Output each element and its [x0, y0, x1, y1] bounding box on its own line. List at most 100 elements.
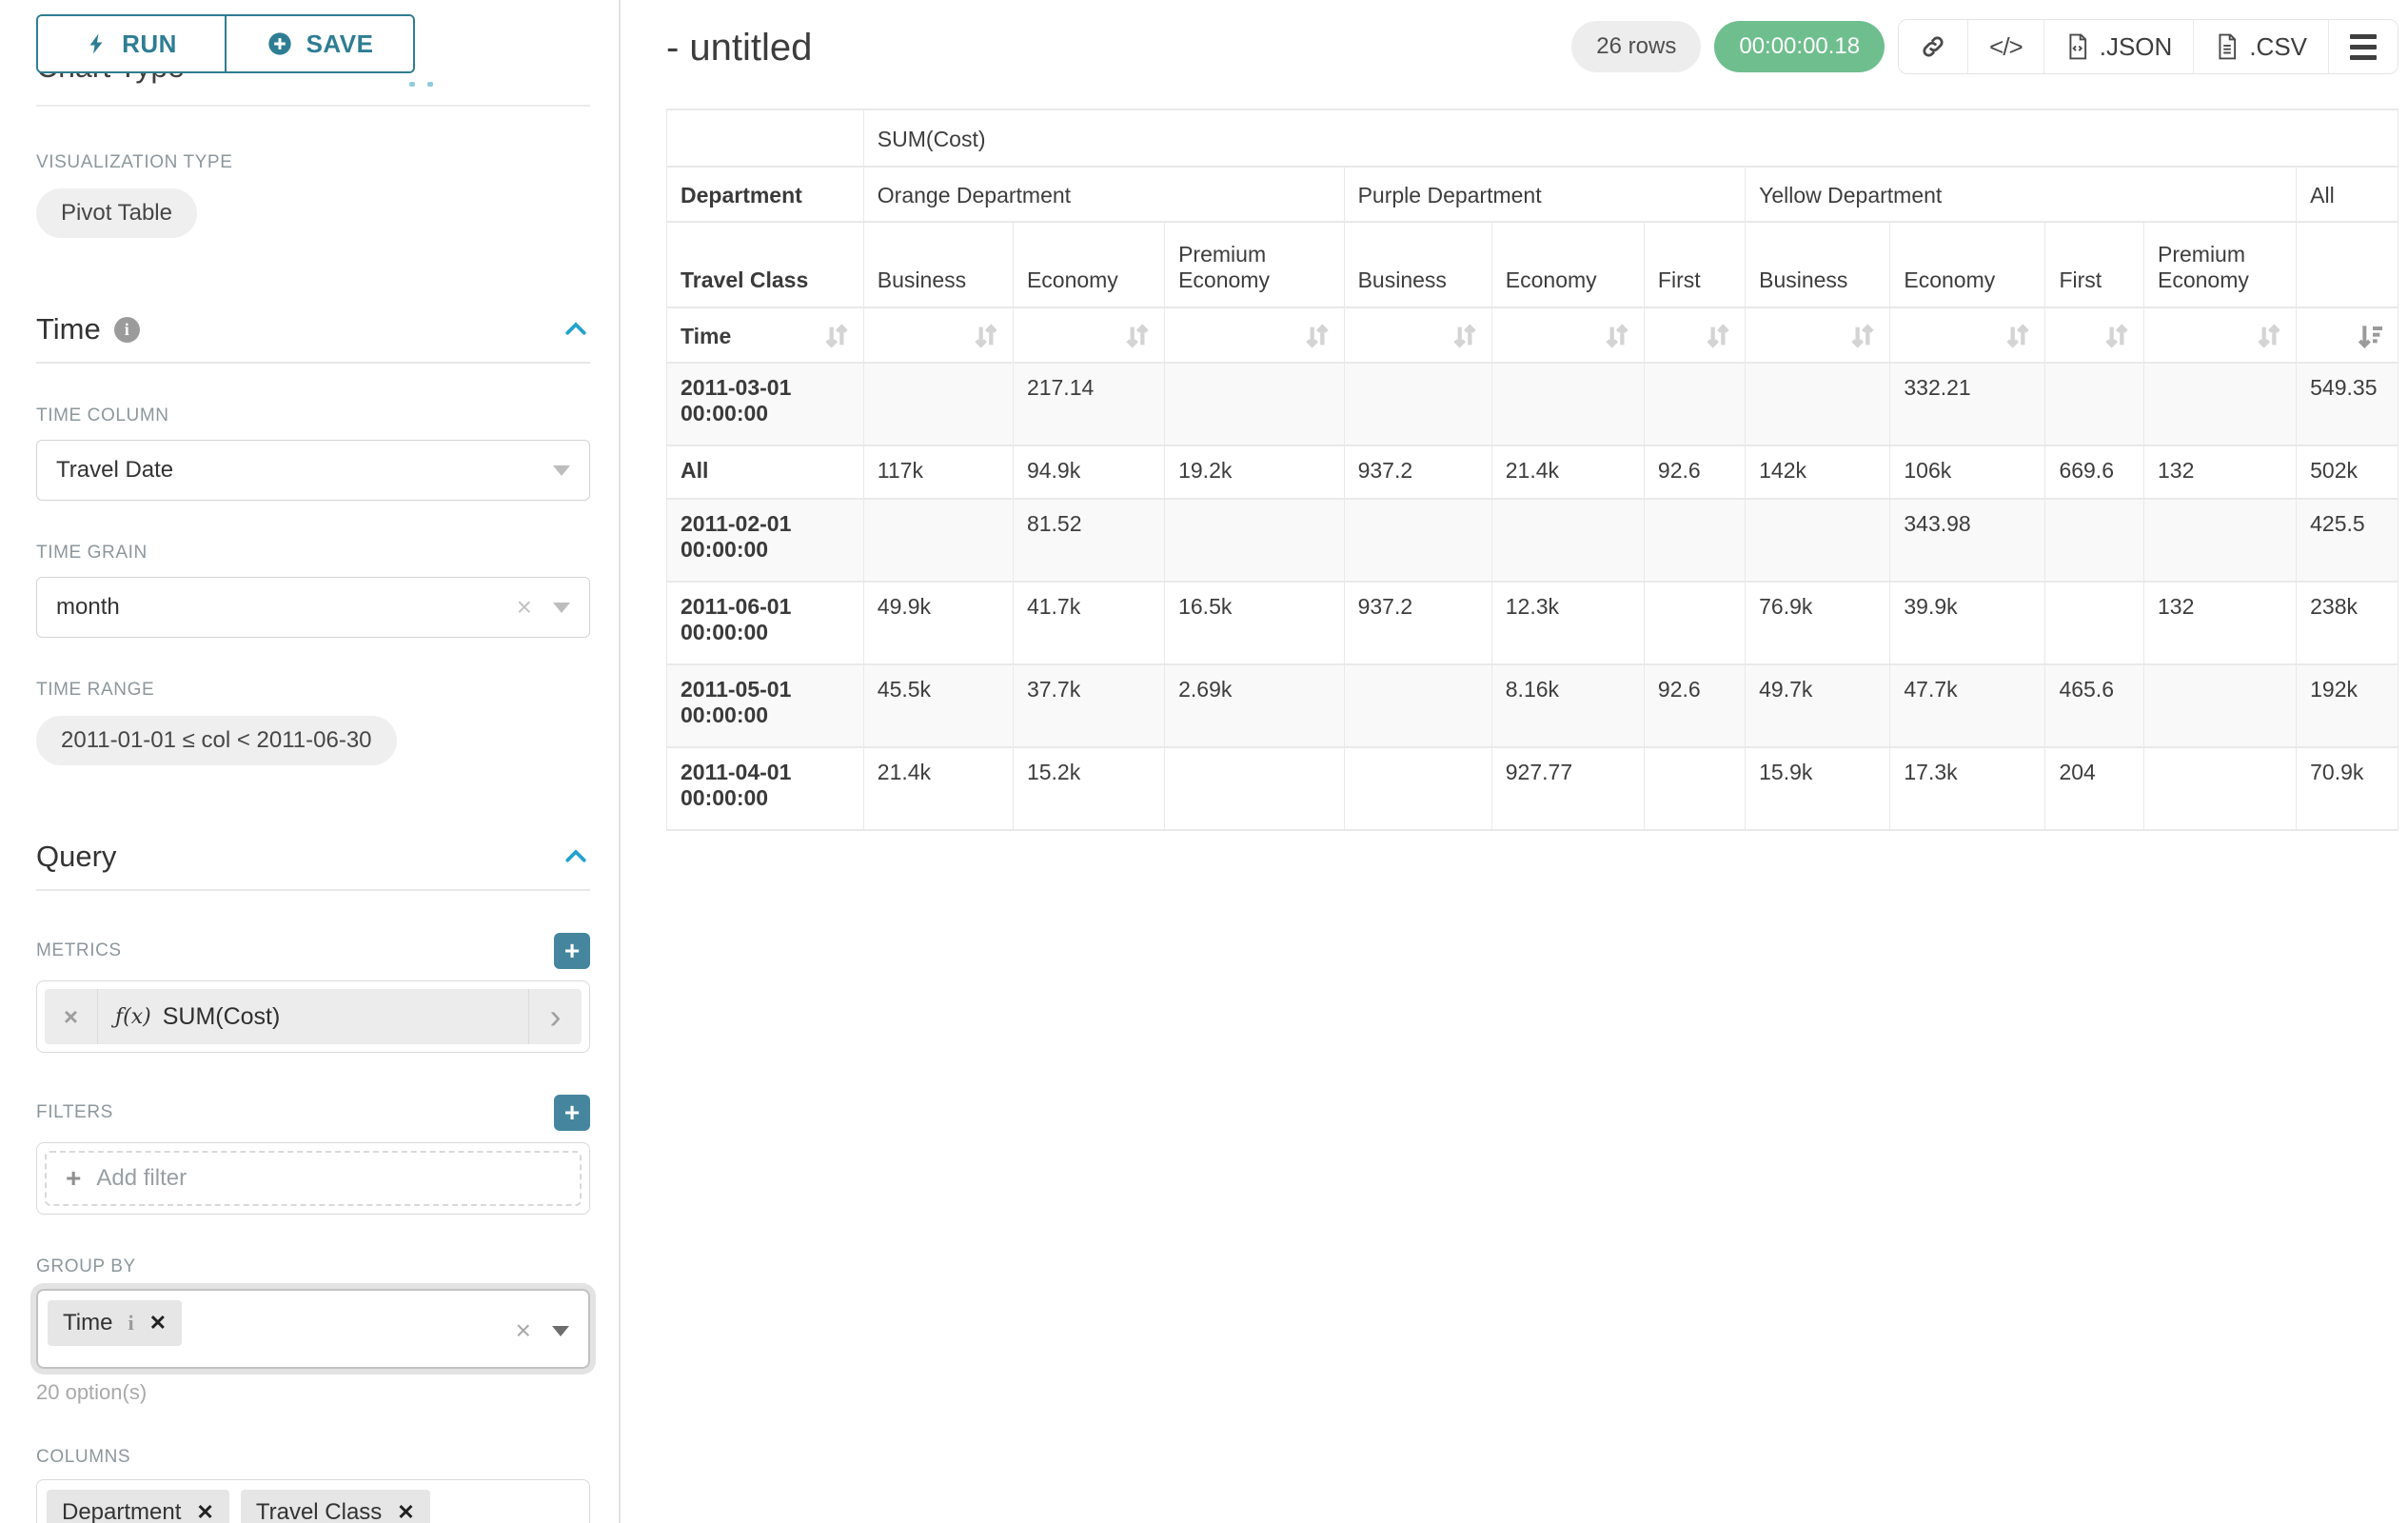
columns-chip[interactable]: Travel Class ✕ [241, 1490, 430, 1523]
column-group-header: All [2297, 167, 2398, 222]
sort-toggle-icon[interactable] [1122, 321, 1153, 351]
pivot-value-cell [2045, 582, 2144, 664]
columns-select[interactable]: Department✕Travel Class✕ × [36, 1479, 590, 1523]
time-column-value: Travel Date [56, 457, 553, 484]
view-query-button[interactable]: </> [1967, 20, 2043, 73]
sort-toggle-icon[interactable] [1847, 321, 1878, 351]
sort-toggle-icon[interactable] [2003, 321, 2033, 351]
pivot-value-cell: 17.3k [1890, 747, 2045, 830]
sort-toggle-icon[interactable] [1602, 321, 1632, 351]
run-button-label: RUN [122, 30, 177, 59]
divider [36, 889, 590, 891]
column-leaf-header: Economy [1890, 222, 2045, 307]
sort-toggle-icon[interactable] [821, 321, 852, 351]
group-by-label: GROUP BY [36, 1256, 590, 1277]
column-leaf-header: Business [1344, 222, 1491, 307]
sort-cell [863, 307, 1013, 363]
sort-toggle-icon[interactable] [2102, 321, 2132, 351]
column-leaf-header: Business [863, 222, 1013, 307]
pivot-value-cell [2144, 499, 2297, 582]
pivot-value-cell: 49.9k [863, 582, 1013, 664]
pivot-value-cell [863, 363, 1013, 445]
row-dim-department: Department [667, 167, 864, 222]
add-filter-dropzone[interactable]: + Add filter [45, 1151, 582, 1206]
columns-chip-label: Travel Class [256, 1499, 382, 1523]
metric-name: SUM(Cost) [163, 1003, 528, 1031]
sort-toggle-icon[interactable] [971, 321, 1001, 351]
add-filter-button[interactable]: + [554, 1095, 590, 1131]
chevron-up-icon[interactable] [562, 842, 590, 871]
pivot-table: SUM(Cost) DepartmentOrange DepartmentPur… [666, 109, 2398, 831]
column-leaf-header: First [1644, 222, 1745, 307]
remove-chip-icon[interactable]: ✕ [196, 1500, 213, 1523]
visualization-type-label: VISUALIZATION TYPE [36, 152, 590, 173]
pivot-value-cell [1344, 499, 1491, 582]
sort-cell [2144, 307, 2297, 363]
remove-chip-icon[interactable]: ✕ [397, 1500, 414, 1523]
save-button[interactable]: SAVE [225, 16, 413, 71]
group-by-select[interactable]: Timei✕ × [36, 1289, 590, 1369]
sort-cell [2045, 307, 2144, 363]
group-by-chip[interactable]: Timei✕ [48, 1300, 182, 1346]
clear-icon[interactable]: × [517, 592, 532, 623]
columns-chip[interactable]: Department✕ [47, 1490, 229, 1523]
caret-down-icon[interactable] [552, 1326, 569, 1336]
pivot-value-cell [2144, 747, 2297, 830]
pivot-value-cell: 49.7k [1746, 664, 1890, 747]
share-link-button[interactable] [1899, 20, 1967, 73]
pivot-value-cell [1644, 363, 1745, 445]
export-json-button[interactable]: .JSON [2043, 20, 2194, 73]
pivot-value-cell: 41.7k [1013, 582, 1164, 664]
time-range-pill[interactable]: 2011-01-01 ≤ col < 2011-06-30 [36, 716, 397, 765]
run-button[interactable]: RUN [38, 16, 225, 71]
row-dim-time: Time [667, 307, 864, 363]
chart-title[interactable]: - untitled [666, 27, 812, 69]
menu-button[interactable] [2328, 20, 2398, 73]
time-column-select[interactable]: Travel Date [36, 440, 590, 501]
sort-toggle-icon[interactable] [1703, 321, 1733, 351]
column-leaf-header: Business [1746, 222, 1890, 307]
query-duration-badge: 00:00:00.18 [1714, 21, 1885, 72]
clear-icon[interactable]: × [516, 1315, 531, 1346]
caret-down-icon [553, 465, 570, 476]
row-count-badge: 26 rows [1571, 21, 1701, 72]
pivot-value-cell: 117k [863, 445, 1013, 499]
pivot-value-cell: 12.3k [1491, 582, 1644, 664]
sort-toggle-icon[interactable] [2254, 321, 2284, 351]
info-icon[interactable]: i [114, 317, 140, 343]
travel-class-header-row: Travel ClassBusinessEconomyPremium Econo… [667, 222, 2398, 307]
sort-cell [1890, 307, 2045, 363]
pivot-value-cell: 15.2k [1013, 747, 1164, 830]
caret-down-icon [553, 603, 570, 613]
add-metric-button[interactable]: + [554, 933, 590, 969]
sort-toggle-icon[interactable] [1302, 321, 1332, 351]
corner-cell [667, 109, 864, 167]
sort-row: Time [667, 307, 2398, 363]
expand-metric-icon[interactable]: › [528, 989, 582, 1044]
export-csv-button[interactable]: .CSV [2193, 20, 2328, 73]
pivot-value-cell: 343.98 [1890, 499, 2045, 582]
row-label: 2011-05-01 00:00:00 [667, 664, 864, 747]
remove-chip-icon[interactable]: ✕ [149, 1311, 167, 1335]
metrics-label: METRICS [36, 940, 122, 961]
pivot-value-cell: 8.16k [1491, 664, 1644, 747]
visualization-type-pill[interactable]: Pivot Table [36, 188, 197, 238]
metric-header-row: SUM(Cost) [667, 109, 2398, 167]
time-grain-select[interactable]: month × [36, 577, 590, 638]
pivot-value-cell: 132 [2144, 445, 2297, 499]
time-section-header: Time i [36, 312, 590, 346]
divider [36, 105, 590, 107]
pivot-value-cell: 937.2 [1344, 582, 1491, 664]
chevron-up-icon[interactable] [562, 315, 590, 344]
pivot-value-cell: 465.6 [2045, 664, 2144, 747]
pivot-row: 2011-05-01 00:00:0045.5k37.7k2.69k8.16k9… [667, 664, 2398, 747]
remove-metric-icon[interactable]: × [45, 989, 98, 1044]
pivot-value-cell: 19.2k [1165, 445, 1344, 499]
sort-cell [1165, 307, 1344, 363]
time-section-title: Time [36, 312, 101, 346]
metric-chip[interactable]: × ƒ(x) SUM(Cost) › [45, 989, 582, 1044]
sort-descending-icon[interactable] [2356, 321, 2386, 351]
pivot-value-cell [1746, 499, 1890, 582]
pivot-value-cell: 15.9k [1746, 747, 1890, 830]
sort-toggle-icon[interactable] [1450, 321, 1480, 351]
